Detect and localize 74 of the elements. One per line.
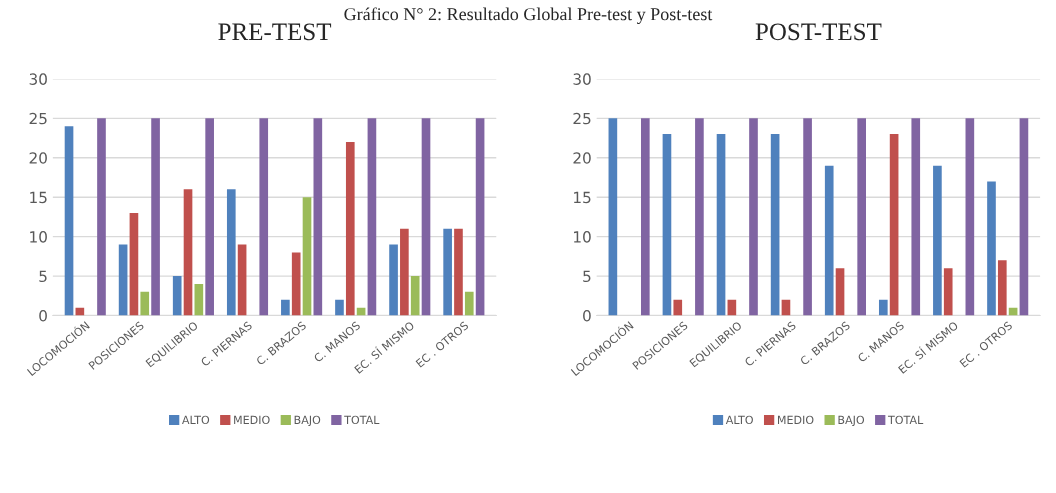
bar <box>878 299 888 316</box>
y-tick-label: 30 <box>573 73 591 85</box>
bar <box>129 212 139 316</box>
bar <box>183 189 193 316</box>
bar <box>118 244 128 316</box>
legend-label: ALTO <box>725 415 753 425</box>
bar <box>313 118 323 316</box>
bar <box>454 228 463 316</box>
legend-label: ALTO <box>182 415 210 425</box>
bar <box>943 268 953 316</box>
bar <box>662 134 672 316</box>
bar <box>835 268 845 316</box>
bar <box>205 118 214 316</box>
bar <box>857 118 866 316</box>
bar <box>1019 118 1029 316</box>
bar <box>151 118 160 316</box>
legend-label: TOTAL <box>887 415 924 425</box>
bar <box>987 181 996 316</box>
legend-label: BAJO <box>838 415 865 427</box>
y-tick-label: 15 <box>574 191 591 204</box>
bar <box>749 118 758 316</box>
bar <box>695 118 704 316</box>
y-tick-label: 20 <box>573 152 591 164</box>
bar <box>608 118 618 316</box>
y-tick-label: 0 <box>39 309 47 322</box>
bar <box>97 118 106 316</box>
legend-label: MEDIO <box>234 415 270 425</box>
bar <box>640 118 650 316</box>
bar <box>475 118 485 316</box>
legend-label: BAJO <box>294 415 321 427</box>
bar <box>673 299 683 316</box>
bar <box>889 134 899 316</box>
y-tick-label: 25 <box>573 112 591 125</box>
bar <box>367 118 377 316</box>
y-tick-label: 15 <box>30 191 47 204</box>
bar <box>770 134 780 316</box>
bar <box>410 276 420 316</box>
bar <box>716 134 726 316</box>
y-tick-label: 25 <box>29 112 47 125</box>
bar <box>464 291 474 316</box>
chart-title: PRE-TEST <box>218 23 332 41</box>
y-tick-label: 5 <box>39 270 47 283</box>
legend-label: MEDIO <box>777 415 814 425</box>
bar <box>443 228 452 316</box>
bar <box>259 118 269 316</box>
bar <box>302 197 312 316</box>
bar <box>64 126 74 316</box>
y-tick-label: 0 <box>583 309 591 322</box>
bar <box>281 299 290 316</box>
bar <box>345 141 355 316</box>
text: Gráfico N° 2: Resultado Global Pre-test y Post-test <box>344 7 713 24</box>
bar <box>335 299 344 316</box>
bar <box>389 244 398 316</box>
bar <box>965 118 975 316</box>
bar <box>400 228 409 316</box>
y-tick-label: 5 <box>583 270 591 283</box>
bar <box>226 189 236 316</box>
y-tick-label: 10 <box>30 231 47 243</box>
bar <box>933 165 942 316</box>
y-tick-label: 10 <box>574 231 591 243</box>
y-tick-label: 30 <box>29 73 47 85</box>
chart-title: POST-TEST <box>755 23 882 41</box>
bar <box>421 118 431 316</box>
bar <box>803 118 812 316</box>
bar <box>997 260 1007 316</box>
bar <box>194 283 204 316</box>
bar <box>824 165 834 316</box>
bar <box>140 291 150 316</box>
bar <box>291 252 301 316</box>
bar <box>172 276 182 316</box>
y-tick-label: 20 <box>29 152 47 164</box>
legend-label: TOTAL <box>344 415 380 425</box>
bar <box>911 118 921 316</box>
bar <box>237 244 247 316</box>
